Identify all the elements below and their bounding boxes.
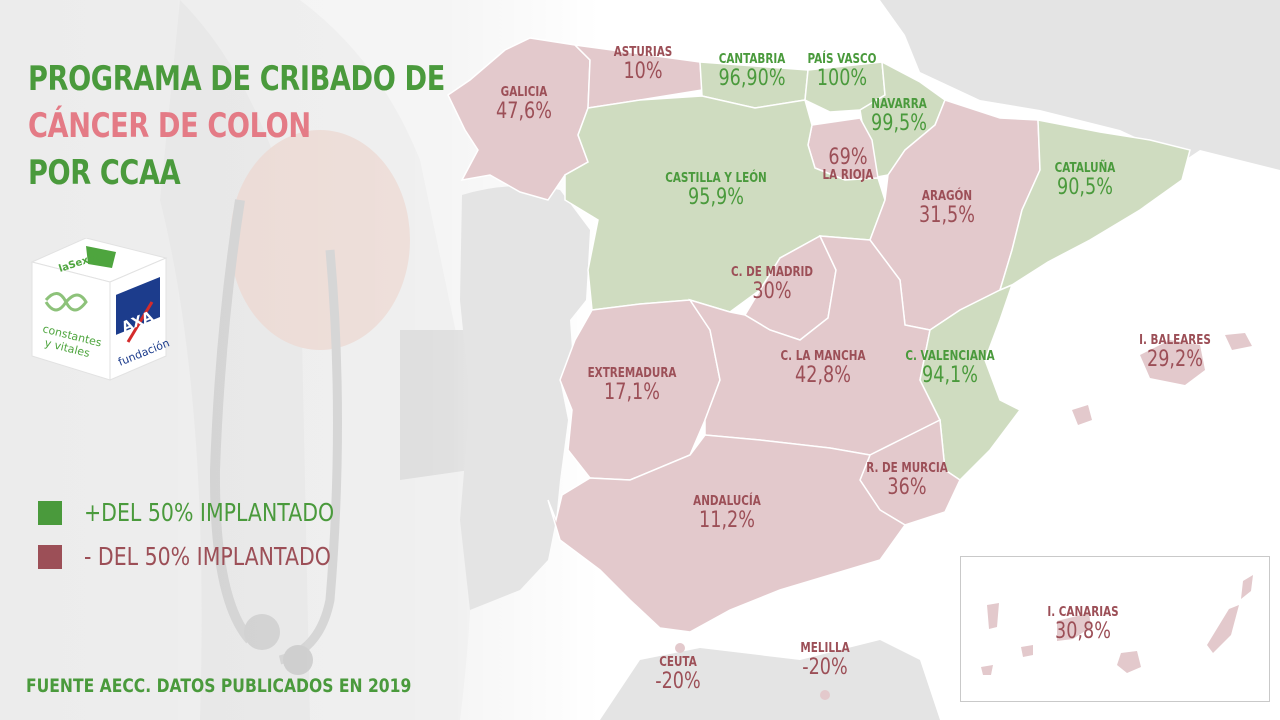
label-navarra: NAVARRA 99,5% [871,98,927,135]
label-baleares: I. BALEARES 29,2% [1139,334,1211,371]
label-castilla-leon: CASTILLA Y LEÓN 95,9% [665,172,766,209]
label-canarias: I. CANARIAS 30,8% [1047,606,1118,643]
africa-land [600,640,940,720]
title-line-2: CÁNCER DE COLON [28,106,311,146]
axa-logo-panel [116,277,160,335]
axa-red-slash-icon [126,301,154,343]
region-value: 96,90% [718,65,786,91]
portugal-land [460,186,590,610]
region-name: EXTREMADURA [587,366,677,381]
title-line-1: PROGRAMA DE CRIBADO DE [28,59,445,99]
infinity-stethoscope-icon [44,292,88,312]
region-value: 30,8% [1055,618,1111,644]
region-value: 30% [752,278,792,304]
region-value: 69% [828,145,868,170]
region-baleares-menorca [1225,333,1252,350]
source-note: FUENTE AECC. DATOS PUBLICADOS EN 2019 [26,675,412,697]
region-value: 47,6% [496,98,552,124]
region-name: C. VALENCIANA [905,349,995,364]
region-name: CANTABRIA [718,52,786,67]
region-name: LA RIOJA [822,168,874,184]
region-value: 42,8% [795,362,851,388]
region-name: ANDALUCÍA [693,494,761,509]
canarias-inset [960,556,1270,702]
region-name: C. LA MANCHA [780,349,866,364]
legend-item-below-50: - DEL 50% IMPLANTADO [38,542,385,571]
island-la-gomera [1021,645,1033,657]
region-ceuta [675,643,685,653]
island-tenerife [1057,613,1091,641]
island-gran-canaria [1117,651,1141,673]
region-value: 10% [623,58,663,84]
label-melilla: MELILLA -20% [800,642,849,679]
region-value: -20% [802,654,848,680]
canarias-islands [981,575,1253,675]
region-value: 90,5% [1057,174,1113,200]
label-galicia: GALICIA 47,6% [496,86,552,123]
region-value: 95,9% [688,184,744,210]
region-value: 29,2% [1147,346,1203,372]
label-la-rioja: 69% LA RIOJA [823,146,874,183]
legend-label: - DEL 50% IMPLANTADO [84,542,331,571]
region-baleares-mallorca [1140,340,1205,385]
page-title: PROGRAMA DE CRIBADO DE CÁNCER DE COLON P… [28,56,445,197]
label-extremadura: EXTREMADURA 17,1% [588,367,677,404]
region-value: 11,2% [699,507,755,533]
region-name: C. DE MADRID [730,265,814,280]
legend-item-above-50: +DEL 50% IMPLANTADO [38,498,389,527]
label-madrid: C. DE MADRID 30% [731,266,813,303]
island-la-palma [987,603,999,629]
label-murcia: R. DE MURCIA 36% [866,462,947,499]
label-la-mancha: C. LA MANCHA 42,8% [781,350,866,387]
island-el-hierro [981,665,993,675]
legend-label: +DEL 50% IMPLANTADO [84,498,335,527]
label-valenciana: C. VALENCIANA 94,1% [905,350,994,387]
region-name: I. CANARIAS [1047,605,1119,620]
label-cantabria: CANTABRIA 96,90% [718,53,785,90]
region-name: I. BALEARES [1139,333,1211,348]
region-andalucia [547,434,907,633]
region-name: R. DE MURCIA [866,461,948,476]
island-fuerteventura [1207,605,1239,653]
label-andalucia: ANDALUCÍA 11,2% [693,495,761,532]
label-ceuta: CEUTA -20% [655,656,700,693]
region-name: GALICIA [500,85,548,100]
label-asturias: ASTURIAS 10% [614,46,673,83]
label-aragon: ARAGÓN 31,5% [919,190,975,227]
region-name: ASTURIAS [613,45,673,60]
region-value: 36% [887,474,927,500]
region-value: 31,5% [919,202,975,228]
label-cataluna: CATALUÑA 90,5% [1055,162,1116,199]
region-value: 100% [816,65,868,91]
region-melilla [820,690,830,700]
region-baleares-ibiza [1072,405,1092,425]
legend-swatch-red [38,544,62,569]
label-pais-vasco: PAÍS VASCO 100% [807,53,876,90]
region-value: 17,1% [604,379,660,405]
region-value: 94,1% [922,362,978,388]
region-name: PAÍS VASCO [807,52,877,67]
island-lanzarote [1241,575,1253,599]
region-name: CASTILLA Y LEÓN [665,171,767,186]
region-value: -20% [655,668,701,694]
region-name: NAVARRA [871,97,927,112]
france-land [880,0,1280,170]
region-name: CATALUÑA [1054,161,1116,176]
region-cataluna [998,119,1191,292]
region-name: ARAGÓN [921,189,973,204]
lasexta-six-icon [86,246,116,268]
constantes-y-vitales-logo: laSexta constantes y vitales AXA fundaci… [30,238,172,381]
legend-swatch-green [38,500,62,525]
region-name: CEUTA [659,655,697,670]
region-value: 99,5% [871,110,927,136]
title-line-3: POR CCAA [28,153,181,193]
region-name: MELILLA [800,641,850,656]
